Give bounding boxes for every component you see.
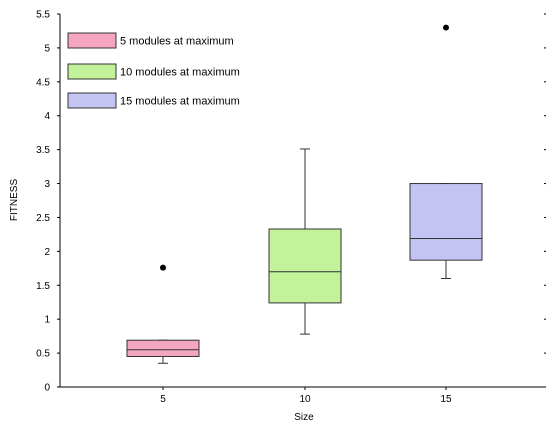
x-tick-label: 5: [160, 394, 166, 405]
y-tick-label: 4.5: [36, 77, 50, 88]
legend-swatch: [68, 33, 116, 48]
y-tick-label: 1.5: [36, 281, 50, 292]
y-tick-label: 2: [44, 247, 50, 258]
y-tick-label: 5: [44, 43, 50, 54]
legend: 5 modules at maximum 10 modules at maximu…: [68, 33, 240, 108]
x-tick-label: 10: [299, 394, 311, 405]
y-tick-label: 5.5: [36, 10, 50, 21]
outlier-point: [160, 265, 166, 271]
box: [127, 340, 199, 356]
y-tick-label: 3.5: [36, 145, 50, 156]
legend-label: 15 modules at maximum: [120, 96, 240, 108]
legend-swatch: [68, 93, 116, 108]
y-tick-label: 1: [44, 315, 50, 326]
box: [410, 184, 482, 261]
x-axis-title: Size: [294, 412, 314, 423]
legend-label: 10 modules at maximum: [120, 67, 240, 79]
box: [269, 229, 341, 303]
legend-swatch: [68, 64, 116, 79]
outlier-point: [443, 25, 449, 31]
y-tick-label: 0: [44, 383, 50, 394]
y-tick-label: 0.5: [36, 349, 50, 360]
y-tick-label: 4: [44, 111, 50, 122]
y-axis-title: FITNESS: [9, 179, 20, 222]
legend-label: 5 modules at maximum: [120, 36, 234, 48]
y-tick-label: 3: [44, 179, 50, 190]
y-tick-label: 2.5: [36, 213, 50, 224]
x-tick-label: 15: [440, 394, 452, 405]
